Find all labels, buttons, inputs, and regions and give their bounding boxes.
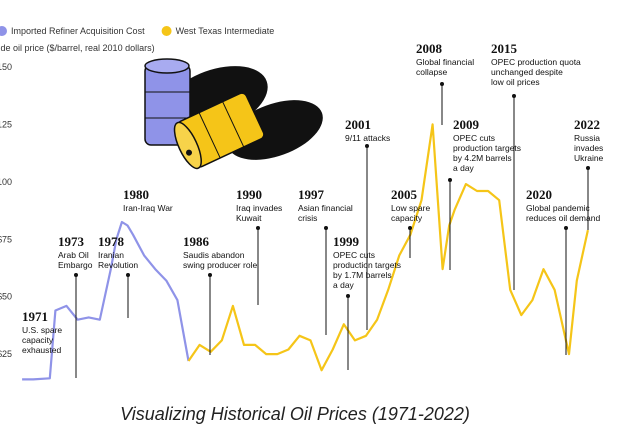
annotation-year: 1971 (22, 309, 48, 324)
annotation-text: collapse (416, 67, 447, 77)
barrels-illustration (144, 58, 323, 170)
annotation-year: 1997 (298, 187, 325, 202)
legend-label: West Texas Intermediate (176, 26, 275, 36)
annotation-year: 2009 (453, 117, 480, 132)
leader-dot (126, 273, 130, 277)
price-line (187, 123, 589, 372)
annotation-year: 1986 (183, 234, 210, 249)
annotation-year: 2005 (391, 187, 418, 202)
leader-dot (365, 144, 369, 148)
annotation-text: production targets (453, 143, 521, 153)
annotation-text: Low spare (391, 203, 430, 213)
y-tick-label: $25 (0, 349, 12, 359)
annotation-text: Global pandemic (526, 203, 591, 213)
y-axis-title: Crude oil price ($/barrel, real 2010 dol… (0, 43, 155, 53)
legend-swatch (161, 26, 172, 36)
annotation-text: low oil prices (491, 77, 540, 87)
annotation-text: Iranian (98, 250, 124, 260)
annotation-text: reduces oil demand (526, 213, 600, 223)
annotation-text: 9/11 attacks (345, 133, 390, 143)
leader-dot (324, 226, 328, 230)
annotation-text: Asian financial (298, 203, 353, 213)
annotation-text: capacity (22, 335, 54, 345)
annotation-year: 2020 (526, 187, 552, 202)
price-line (22, 220, 190, 381)
annotation-text: OPEC production quota (491, 57, 581, 67)
leader-dot (586, 166, 590, 170)
annotation-text: Saudis abandon (183, 250, 245, 260)
leader-dot (74, 273, 78, 277)
y-tick-label: $50 (0, 292, 12, 302)
annotation-text: invades (574, 143, 603, 153)
legend-label: Imported Refiner Acquisition Cost (11, 26, 145, 36)
annotation-text: Embargo (58, 260, 93, 270)
y-tick-label: $75 (0, 234, 12, 244)
annotation-year: 2008 (416, 41, 443, 56)
annotation-text: Global financial (416, 57, 474, 67)
annotation-text: Kuwait (236, 213, 262, 223)
leader-dot (208, 273, 212, 277)
annotation-text: exhausted (22, 345, 61, 355)
annotation-text: crisis (298, 213, 317, 223)
annotation-text: by 1.7M barrels (333, 270, 392, 280)
leader-dot (564, 226, 568, 230)
annotation-year: 2015 (491, 41, 518, 56)
annotation-text: OPEC cuts (453, 133, 495, 143)
annotation-text: Iran-Iraq War (123, 203, 173, 213)
leader-dot (256, 226, 260, 230)
leader-dot (448, 178, 452, 182)
annotation-text: Russia (574, 133, 600, 143)
leader-dot (512, 94, 516, 98)
y-tick-label: $125 (0, 119, 12, 129)
annotation-year: 2022 (574, 117, 600, 132)
legend-swatch (0, 26, 7, 36)
annotation-text: U.S. spare (22, 325, 62, 335)
annotation-text: a day (453, 163, 475, 173)
annotation-text: a day (333, 280, 355, 290)
annotation-year: 1973 (58, 234, 85, 249)
annotation-text: by 4.2M barrels (453, 153, 512, 163)
annotation-text: Arab Oil (58, 250, 89, 260)
leader-dot (346, 294, 350, 298)
leader-dot (440, 82, 444, 86)
annotation-text: Revolution (98, 260, 138, 270)
leader-dot (408, 226, 412, 230)
annotation-year: 1990 (236, 187, 262, 202)
annotation-year: 2001 (345, 117, 371, 132)
y-tick-label: $100 (0, 177, 12, 187)
annotation-text: Ukraine (574, 153, 604, 163)
annotation-year: 1980 (123, 187, 149, 202)
annotation-text: unchanged despite (491, 67, 563, 77)
annotation-text: capacity (391, 213, 423, 223)
caption: Visualizing Historical Oil Prices (1971-… (120, 404, 470, 424)
y-tick-label: $150 (0, 62, 12, 72)
annotation-text: Iraq invades (236, 203, 282, 213)
annotation-text: swing producer role (183, 260, 257, 270)
annotation-year: 1999 (333, 234, 360, 249)
annotation-text: OPEC cuts (333, 250, 375, 260)
annotation-year: 1978 (98, 234, 125, 249)
